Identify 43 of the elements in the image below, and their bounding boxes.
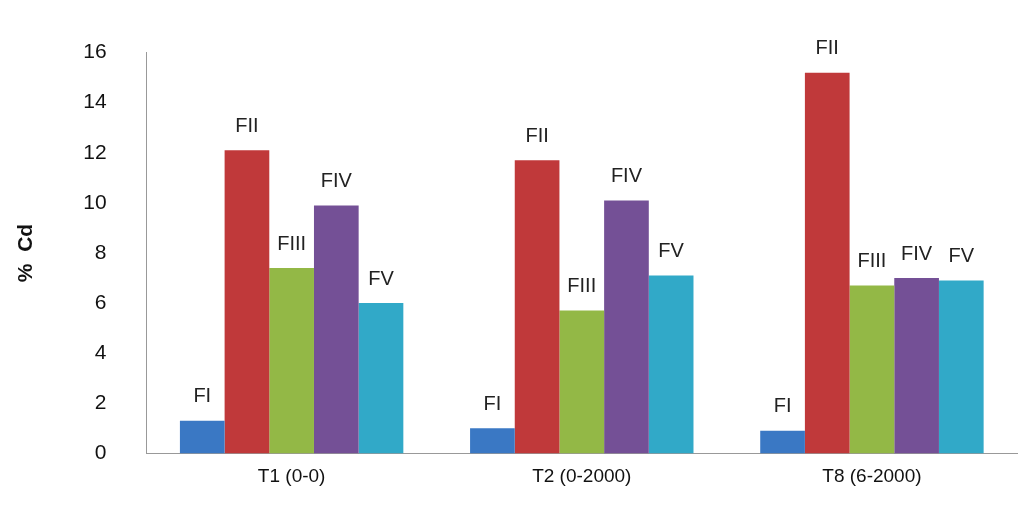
y-tick-label: 14 [83,89,107,113]
x-tick-label: T8 (6-2000) [822,465,922,487]
y-axis-title: % Cd [13,223,37,283]
y-tick-label: 10 [83,189,107,213]
series-label: FIII [277,231,307,254]
y-tick-label: 8 [94,239,107,263]
text: FIII [567,274,597,297]
text: FV [948,244,975,267]
x-tick-label: T1 (0-0) [257,465,326,487]
text: FV [658,239,684,262]
bar [470,428,515,454]
bar [894,278,939,454]
series-label: FI [483,391,502,414]
y-tick-label: 4 [94,340,107,363]
bar [559,310,605,454]
x-tick-label: T2 (0-2000) [532,465,632,487]
bar [604,200,649,454]
text: FIV [610,163,643,186]
bar [938,280,984,454]
bar [849,285,895,454]
text: FIV [320,168,352,191]
text: FII [815,36,839,59]
text: FII [525,123,549,146]
bar [648,275,694,454]
y-tick-label: 2 [94,390,107,414]
bar [804,72,850,454]
text: FI [193,384,212,407]
series-label: FV [368,266,395,289]
bar [224,150,270,454]
bar [358,303,404,454]
y-tick-label: 16 [83,39,107,63]
bar [269,268,314,454]
bar [514,160,560,454]
y-tick-label: 12 [83,139,107,163]
series-label: FII [235,113,259,136]
y-tick-label: 6 [94,289,107,313]
text: FI [773,394,792,417]
bar [313,205,359,454]
series-label: FIV [901,241,933,264]
bar [760,430,805,454]
y-tick-label: 0 [94,440,107,464]
bar [179,420,225,454]
text: FIII [857,249,887,272]
